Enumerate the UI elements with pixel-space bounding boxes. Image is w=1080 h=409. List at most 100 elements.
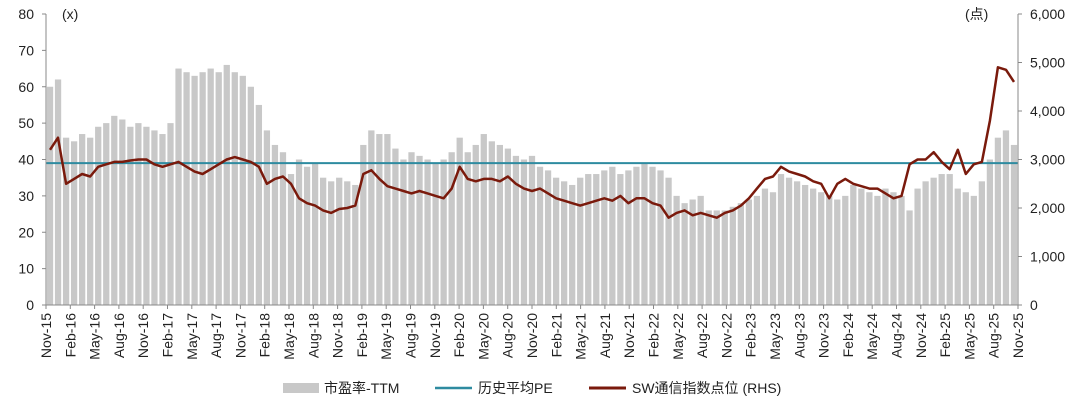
pe-bar (601, 170, 608, 305)
x-tick-label: Feb-23 (743, 313, 759, 358)
x-tick-label: Aug-18 (305, 313, 321, 358)
pe-bar (496, 144, 504, 305)
x-tick-label: Aug-24 (889, 313, 905, 358)
pe-bar (456, 137, 463, 305)
pe-bar (54, 79, 62, 305)
pe-bar (135, 123, 142, 305)
pe-bar (729, 206, 736, 305)
pe-bar (785, 177, 793, 305)
pe-bars (46, 64, 1018, 306)
x-tick-label: Nov-16 (135, 313, 151, 358)
x-tick-label: Aug-16 (111, 313, 127, 358)
pe-bar (271, 144, 279, 305)
pe-bar (946, 174, 953, 305)
pe-bar (520, 159, 528, 305)
x-tick-label: Aug-19 (403, 313, 419, 358)
legend-label-index: SW通信指数点位 (RHS) (632, 380, 781, 396)
pe-bar (46, 86, 54, 305)
pe-bar (103, 123, 110, 305)
x-tick-label: May-23 (767, 313, 783, 360)
pe-bar (1002, 130, 1010, 305)
pe-bar (914, 188, 921, 305)
right-tick-label: 1,000 (1030, 249, 1065, 265)
pe-bar (673, 195, 680, 305)
x-tick-label: Feb-24 (840, 313, 856, 358)
pe-bar (705, 210, 712, 305)
pe-bar (665, 177, 672, 305)
x-tick-label: May-20 (475, 313, 491, 360)
pe-bar (464, 152, 471, 305)
left-tick-label: 50 (18, 115, 34, 131)
x-tick-label: Feb-19 (354, 313, 370, 358)
pe-bar (585, 174, 592, 305)
pe-bar (231, 72, 238, 305)
left-tick-label: 10 (18, 261, 34, 277)
pe-bar (376, 134, 383, 305)
x-tick-label: Feb-20 (451, 313, 467, 358)
left-tick-label: 60 (18, 79, 34, 95)
pe-bar (978, 181, 985, 305)
pe-bar (986, 159, 994, 305)
pe-bar (810, 188, 817, 305)
x-tick-label: Aug-21 (597, 313, 613, 358)
pe-bar (287, 174, 295, 305)
pe-bar (336, 177, 343, 305)
pe-bar (320, 177, 327, 305)
pe-bar (625, 170, 632, 305)
pe-bar (818, 192, 825, 305)
pe-bar (87, 137, 94, 305)
right-tick-label: 2,000 (1030, 200, 1065, 216)
pe-bar (175, 68, 182, 305)
pe-bar (215, 72, 222, 305)
pe-bar (721, 210, 728, 305)
pe-bar (994, 137, 1002, 305)
pe-bar (1010, 144, 1018, 305)
pe-bar (119, 119, 126, 305)
pe-bar (528, 155, 536, 305)
pe-bar (866, 192, 873, 305)
left-axis-unit: (x) (62, 6, 78, 22)
pe-bar (801, 184, 809, 305)
pe-bar (697, 195, 704, 305)
pe-bar (954, 188, 961, 305)
x-tick-label: Feb-25 (937, 313, 953, 358)
x-tick-label: Nov-18 (330, 313, 346, 358)
pe-bar (472, 144, 479, 305)
x-tick-label: May-19 (378, 313, 394, 360)
x-tick-label: Nov-22 (718, 313, 734, 358)
pe-bar (890, 192, 897, 305)
pe-bar (344, 181, 351, 305)
x-tick-label: May-25 (961, 313, 977, 360)
left-tick-label: 30 (18, 188, 34, 204)
pe-bar (79, 134, 86, 305)
x-tick-label: Aug-20 (500, 313, 516, 358)
pe-bar (906, 210, 913, 305)
pe-bar (898, 195, 905, 305)
x-axis-ticks: Nov-15 Feb-16 May-16 Aug-16 Nov-16 Feb-17 May-… (38, 305, 1026, 360)
pe-bar (850, 184, 857, 305)
pe-bar (159, 134, 166, 305)
legend-label-avg: 历史平均PE (478, 380, 553, 396)
pe-bar (826, 195, 833, 305)
pe-bar (151, 130, 158, 305)
pe-bar (874, 195, 881, 305)
pe-bar (295, 159, 303, 305)
pe-bar (440, 159, 447, 305)
x-tick-label: May-22 (670, 313, 686, 360)
x-tick-label: Feb-21 (548, 313, 564, 358)
pe-bar (480, 134, 487, 305)
pe-bar (207, 68, 214, 305)
right-tick-label: 0 (1030, 297, 1038, 313)
pe-bar (858, 188, 865, 305)
right-tick-label: 3,000 (1030, 152, 1065, 168)
pe-bar (882, 188, 889, 305)
right-tick-label: 5,000 (1030, 55, 1065, 71)
left-tick-label: 0 (26, 297, 34, 313)
pe-bar (560, 181, 568, 305)
x-tick-label: Aug-17 (208, 313, 224, 358)
pe-bar (536, 166, 544, 305)
index-line (48, 66, 1016, 219)
pe-bar (938, 174, 945, 305)
pe-bar (408, 152, 415, 305)
x-tick-label: May-21 (573, 313, 589, 360)
